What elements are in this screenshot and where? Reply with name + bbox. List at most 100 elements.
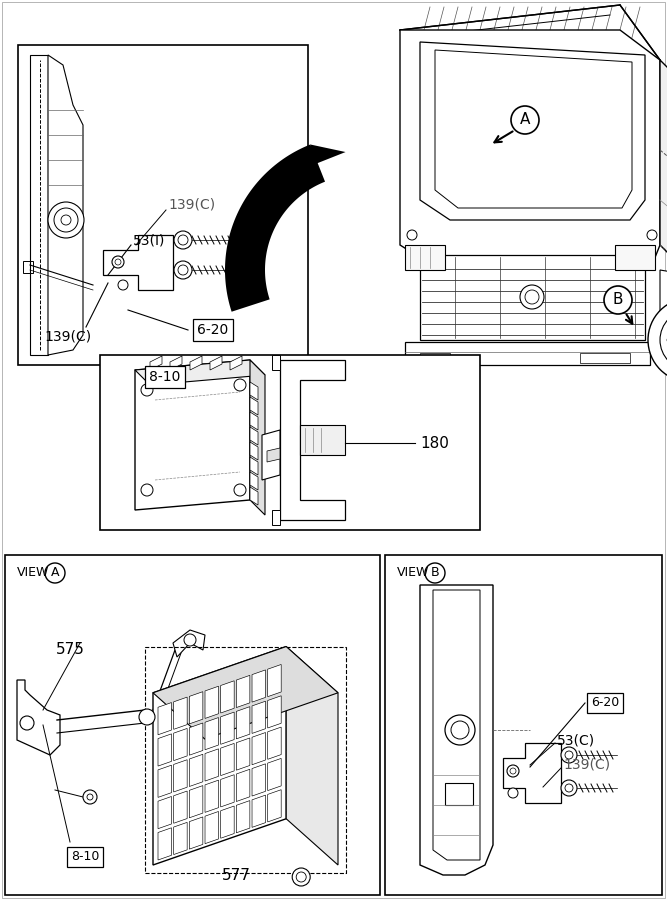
Polygon shape [190,356,202,370]
Polygon shape [433,590,480,860]
Polygon shape [420,255,645,340]
Text: B: B [613,292,623,308]
Circle shape [510,768,516,774]
Bar [615,245,655,270]
Polygon shape [189,754,203,787]
Circle shape [520,285,544,309]
Circle shape [112,256,124,268]
Text: 53(C): 53(C) [557,733,595,747]
Polygon shape [17,680,60,755]
Polygon shape [236,770,250,802]
Polygon shape [210,356,222,370]
Circle shape [451,721,469,739]
Polygon shape [221,806,234,838]
Polygon shape [225,145,325,311]
Circle shape [174,261,192,279]
Polygon shape [170,356,182,370]
Circle shape [87,794,93,800]
Text: 139(C): 139(C) [563,758,610,772]
Polygon shape [420,42,645,220]
Text: 575: 575 [55,643,85,658]
Polygon shape [310,145,346,165]
Circle shape [296,872,306,882]
Polygon shape [221,743,234,776]
Polygon shape [400,30,660,270]
Bar [385,555,662,895]
Text: A: A [51,566,59,580]
Text: 180: 180 [420,436,449,451]
Polygon shape [252,701,265,734]
Polygon shape [250,412,258,430]
Bar [300,425,345,455]
Bar [145,647,346,873]
Circle shape [425,563,445,583]
Polygon shape [153,646,286,865]
Polygon shape [286,646,338,865]
Bar [445,783,473,805]
Circle shape [407,230,417,240]
Polygon shape [252,670,265,702]
Polygon shape [158,703,171,734]
Circle shape [54,208,78,232]
Polygon shape [173,791,187,824]
Circle shape [184,634,196,646]
Polygon shape [272,510,280,525]
Text: 577: 577 [222,868,251,883]
Polygon shape [230,356,242,370]
Circle shape [561,780,577,796]
Polygon shape [252,764,265,796]
Polygon shape [503,743,561,803]
Polygon shape [153,646,338,739]
Polygon shape [30,55,48,355]
Polygon shape [280,360,345,520]
Polygon shape [173,728,187,760]
Polygon shape [205,686,219,718]
Polygon shape [48,55,83,355]
Text: 139(C): 139(C) [45,330,91,344]
Text: 53(I): 53(I) [133,233,165,247]
Circle shape [508,788,518,798]
Polygon shape [250,427,258,445]
Polygon shape [150,356,162,370]
Polygon shape [272,355,280,370]
Polygon shape [252,795,265,827]
Polygon shape [405,342,650,365]
Polygon shape [221,680,234,713]
Circle shape [178,235,188,245]
Circle shape [83,790,97,804]
Circle shape [61,215,71,225]
Polygon shape [262,430,280,480]
Polygon shape [103,235,173,290]
Polygon shape [660,60,667,275]
Polygon shape [158,765,171,797]
Circle shape [48,202,84,238]
Polygon shape [267,696,281,728]
Circle shape [565,784,573,792]
Text: 6-20: 6-20 [591,697,619,709]
Polygon shape [267,448,280,462]
Circle shape [648,298,667,382]
Circle shape [45,563,65,583]
Polygon shape [135,360,250,510]
Text: A: A [520,112,530,128]
Text: 8-10: 8-10 [71,850,99,863]
Polygon shape [221,775,234,807]
Polygon shape [205,749,219,781]
Polygon shape [158,734,171,766]
Circle shape [234,484,246,496]
Polygon shape [236,738,250,770]
Polygon shape [250,457,258,475]
Circle shape [20,716,34,730]
Polygon shape [250,397,258,415]
Polygon shape [250,442,258,460]
Circle shape [660,310,667,370]
Text: B: B [431,566,440,580]
Polygon shape [252,733,265,765]
Circle shape [561,747,577,763]
Circle shape [234,379,246,391]
Polygon shape [400,5,660,85]
Polygon shape [267,664,281,697]
Bar [580,353,630,363]
Polygon shape [189,786,203,818]
Circle shape [445,715,475,745]
